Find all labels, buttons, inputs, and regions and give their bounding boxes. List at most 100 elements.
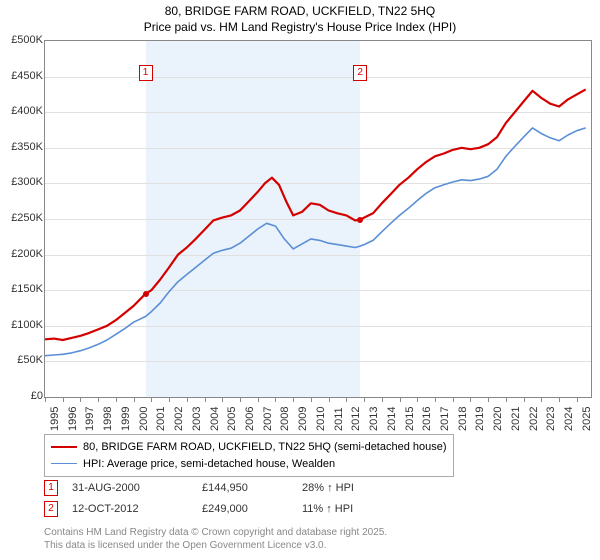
sale-marker-1: 1 (139, 65, 153, 81)
sale-row: 1 31-AUG-2000£144,95028% ↑ HPI (44, 478, 354, 499)
x-tick (293, 397, 294, 402)
x-tick (435, 397, 436, 402)
y-tick-label: £50K (1, 354, 43, 366)
x-tick-label: 2020 (492, 407, 504, 431)
y-gridline (45, 183, 591, 184)
y-gridline (45, 290, 591, 291)
legend-row: 80, BRIDGE FARM ROAD, UCKFIELD, TN22 5HQ… (51, 439, 447, 456)
y-tick-label: £400K (1, 105, 43, 117)
chart-title: 80, BRIDGE FARM ROAD, UCKFIELD, TN22 5HQ… (0, 0, 600, 35)
legend-box: 80, BRIDGE FARM ROAD, UCKFIELD, TN22 5HQ… (44, 434, 454, 477)
x-tick-label: 2023 (545, 407, 557, 431)
x-tick (453, 397, 454, 402)
y-tick-label: £450K (1, 70, 43, 82)
sale-pct: 11% ↑ HPI (302, 499, 353, 520)
y-gridline (45, 148, 591, 149)
y-tick-label: £200K (1, 248, 43, 260)
x-tick-label: 1999 (120, 407, 132, 431)
x-tick (382, 397, 383, 402)
x-tick (506, 397, 507, 402)
sale-row-marker: 1 (44, 480, 58, 496)
plot-area: £0£50K£100K£150K£200K£250K£300K£350K£400… (44, 40, 592, 398)
sale-dot-1 (143, 291, 149, 297)
x-tick (417, 397, 418, 402)
x-tick-label: 2025 (581, 407, 593, 431)
legend-swatch (51, 446, 77, 448)
x-tick (541, 397, 542, 402)
x-tick-label: 2011 (333, 407, 345, 431)
x-tick-label: 2004 (209, 407, 221, 431)
x-tick (275, 397, 276, 402)
x-tick-label: 2012 (350, 407, 362, 431)
x-tick-label: 2021 (510, 407, 522, 431)
y-gridline (45, 112, 591, 113)
x-tick-label: 2003 (191, 407, 203, 431)
x-tick-label: 1996 (67, 407, 79, 431)
legend-label: HPI: Average price, semi-detached house,… (83, 456, 335, 473)
x-tick-label: 1995 (49, 407, 61, 431)
y-tick-label: £150K (1, 283, 43, 295)
x-tick-label: 2010 (315, 407, 327, 431)
title-line-1: 80, BRIDGE FARM ROAD, UCKFIELD, TN22 5HQ (0, 4, 600, 20)
x-tick (577, 397, 578, 402)
sale-price: £144,950 (202, 478, 302, 499)
sale-price: £249,000 (202, 499, 302, 520)
legend-label: 80, BRIDGE FARM ROAD, UCKFIELD, TN22 5HQ… (83, 439, 447, 456)
sale-row-marker: 2 (44, 501, 58, 517)
x-tick (364, 397, 365, 402)
y-gridline (45, 255, 591, 256)
x-tick-label: 2005 (226, 407, 238, 431)
x-tick-label: 2017 (439, 407, 451, 431)
x-tick (98, 397, 99, 402)
x-tick-label: 1998 (102, 407, 114, 431)
legend-row: HPI: Average price, semi-detached house,… (51, 456, 447, 473)
x-tick (222, 397, 223, 402)
y-gridline (45, 77, 591, 78)
x-tick (187, 397, 188, 402)
x-tick (240, 397, 241, 402)
y-gridline (45, 219, 591, 220)
x-tick-label: 2006 (244, 407, 256, 431)
x-tick (470, 397, 471, 402)
x-tick-label: 2024 (563, 407, 575, 431)
sale-date: 31-AUG-2000 (72, 478, 202, 499)
y-gridline (45, 361, 591, 362)
sales-table: 1 31-AUG-2000£144,95028% ↑ HPI 2 12-OCT-201… (44, 478, 354, 520)
x-tick (400, 397, 401, 402)
x-tick (488, 397, 489, 402)
x-tick (205, 397, 206, 402)
x-tick-label: 1997 (84, 407, 96, 431)
x-tick (134, 397, 135, 402)
sale-row: 2 12-OCT-2012£249,00011% ↑ HPI (44, 499, 354, 520)
title-line-2: Price paid vs. HM Land Registry's House … (0, 20, 600, 36)
y-gridline (45, 326, 591, 327)
x-tick-label: 2022 (528, 407, 540, 431)
sale-pct: 28% ↑ HPI (302, 478, 354, 499)
y-tick-label: £300K (1, 176, 43, 188)
x-tick (80, 397, 81, 402)
sale-dot-2 (357, 217, 363, 223)
x-tick-label: 2007 (262, 407, 274, 431)
x-tick-label: 2013 (368, 407, 380, 431)
y-tick-label: £350K (1, 141, 43, 153)
x-tick (346, 397, 347, 402)
y-tick-label: £0 (1, 390, 43, 402)
x-tick-label: 2008 (279, 407, 291, 431)
x-tick-label: 2015 (404, 407, 416, 431)
x-tick-label: 2009 (297, 407, 309, 431)
x-tick (63, 397, 64, 402)
x-tick (329, 397, 330, 402)
x-tick (169, 397, 170, 402)
x-tick-label: 2018 (457, 407, 469, 431)
x-tick (559, 397, 560, 402)
x-tick (311, 397, 312, 402)
sale-date: 12-OCT-2012 (72, 499, 202, 520)
x-tick (45, 397, 46, 402)
footer-line-2: This data is licensed under the Open Gov… (44, 539, 387, 552)
y-tick-label: £100K (1, 319, 43, 331)
x-tick-label: 2000 (138, 407, 150, 431)
y-tick-label: £250K (1, 212, 43, 224)
sale-marker-2: 2 (353, 65, 367, 81)
x-tick-label: 2014 (386, 407, 398, 431)
legend-swatch (51, 463, 77, 464)
